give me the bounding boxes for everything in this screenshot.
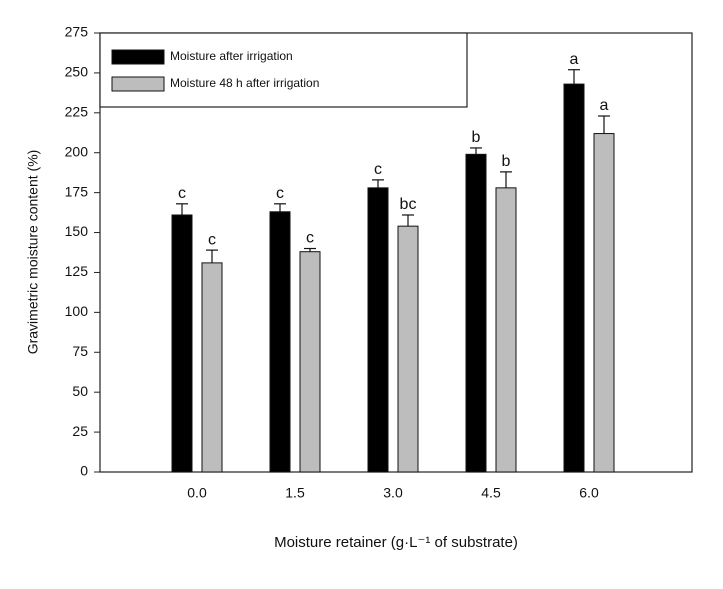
y-tick-label: 250 (65, 64, 89, 80)
significance-letter: a (570, 51, 579, 68)
y-tick-label: 75 (72, 343, 88, 359)
y-tick-label: 200 (65, 143, 89, 159)
bar (563, 83, 585, 473)
y-tick-label: 50 (72, 383, 88, 399)
y-tick-label: 175 (65, 183, 89, 199)
x-tick-label: 1.5 (285, 485, 305, 501)
bar (171, 214, 193, 473)
legend-label: Moisture after irrigation (170, 49, 293, 63)
y-tick-label: 225 (65, 104, 89, 120)
significance-letter: b (472, 129, 481, 146)
legend-swatch (111, 76, 165, 92)
bar (269, 211, 291, 473)
x-axis-label: Moisture retainer (g·L⁻¹ of substrate) (274, 534, 518, 551)
y-tick-label: 100 (65, 303, 89, 319)
x-tick-label: 4.5 (481, 485, 501, 501)
significance-letter: c (276, 185, 284, 202)
y-tick-label: 125 (65, 263, 89, 279)
significance-letter: c (178, 185, 186, 202)
bar (593, 133, 615, 473)
bar (397, 225, 419, 473)
x-tick-label: 3.0 (383, 485, 403, 501)
significance-letter: c (374, 161, 382, 178)
x-tick-label: 0.0 (187, 485, 207, 501)
bar (299, 251, 321, 473)
significance-letter: b (502, 153, 511, 170)
bar (495, 187, 517, 473)
significance-letter: bc (400, 196, 417, 213)
legend-label: Moisture 48 h after irrigation (170, 76, 319, 90)
y-tick-label: 0 (80, 463, 88, 479)
legend-swatch (111, 49, 165, 65)
significance-letter: a (600, 97, 609, 114)
bar (465, 153, 487, 473)
x-tick-label: 6.0 (579, 485, 599, 501)
y-tick-label: 25 (72, 423, 88, 439)
legend-box (99, 32, 468, 108)
y-tick-label: 150 (65, 223, 89, 239)
y-axis-label: Gravimetric moisture content (%) (25, 150, 41, 355)
significance-letter: c (306, 230, 314, 247)
y-tick-label: 275 (65, 24, 89, 40)
bar (367, 187, 389, 473)
bar (201, 262, 223, 473)
significance-letter: c (208, 231, 216, 248)
